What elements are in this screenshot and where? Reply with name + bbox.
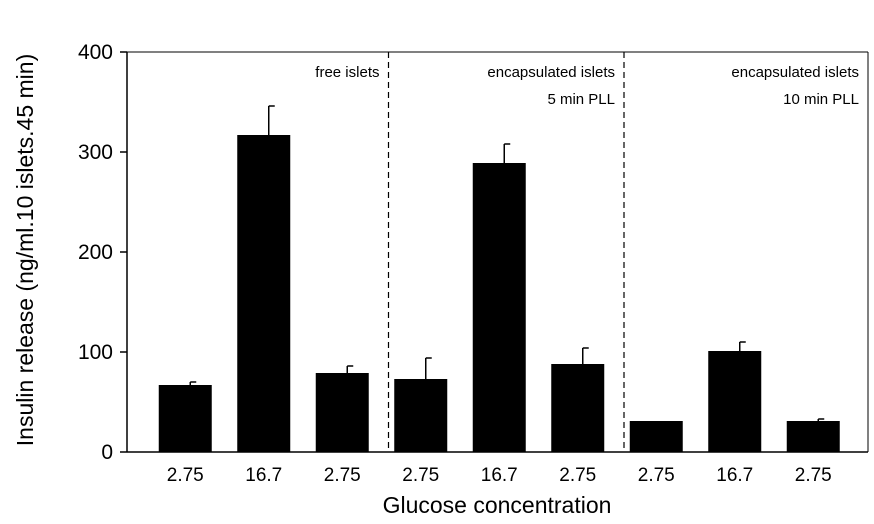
y-tick-label: 200 bbox=[78, 241, 113, 264]
x-category-label: 2.75 bbox=[638, 465, 675, 486]
bars bbox=[158, 135, 840, 452]
x-category-label: 2.75 bbox=[324, 465, 361, 486]
y-tick-label: 400 bbox=[78, 41, 113, 64]
group-dividers bbox=[387, 52, 625, 452]
group-sublabel: 10 min PLL bbox=[783, 91, 859, 108]
x-category-label: 2.75 bbox=[559, 465, 596, 486]
y-tick-label: 100 bbox=[78, 341, 113, 364]
group-label: encapsulated islets bbox=[731, 64, 859, 81]
bar bbox=[158, 385, 212, 452]
y-axis-title: Insulin release (ng/ml.10 islets.45 min) bbox=[12, 54, 38, 446]
bar bbox=[394, 379, 448, 452]
bar bbox=[472, 163, 526, 452]
group-sublabel: 5 min PLL bbox=[547, 91, 615, 108]
x-category-label: 2.75 bbox=[795, 465, 832, 486]
x-axis-category-labels: 2.75 16.7 2.75 2.75 16.7 2.75 2.75 16.7 2.75 bbox=[167, 465, 832, 486]
bar bbox=[551, 364, 605, 452]
y-tick-label: 300 bbox=[78, 141, 113, 164]
bar bbox=[237, 135, 291, 452]
x-category-label: 2.75 bbox=[167, 465, 204, 486]
bar bbox=[315, 373, 369, 452]
bar bbox=[708, 351, 762, 452]
error-bars bbox=[189, 105, 825, 421]
y-axis-ticks: 0 100 200 300 400 bbox=[78, 41, 127, 464]
x-category-label: 16.7 bbox=[245, 465, 282, 486]
y-tick-label: 0 bbox=[101, 441, 113, 464]
bar bbox=[786, 421, 840, 452]
x-axis-title: Glucose concentration bbox=[383, 492, 612, 518]
group-labels: free islets encapsulated islets 5 min PLL e… bbox=[315, 64, 859, 108]
bar bbox=[629, 421, 683, 452]
group-label: encapsulated islets bbox=[487, 64, 615, 81]
x-category-label: 2.75 bbox=[402, 465, 439, 486]
group-label: free islets bbox=[315, 64, 379, 81]
x-category-label: 16.7 bbox=[716, 465, 753, 486]
x-category-label: 16.7 bbox=[481, 465, 518, 486]
